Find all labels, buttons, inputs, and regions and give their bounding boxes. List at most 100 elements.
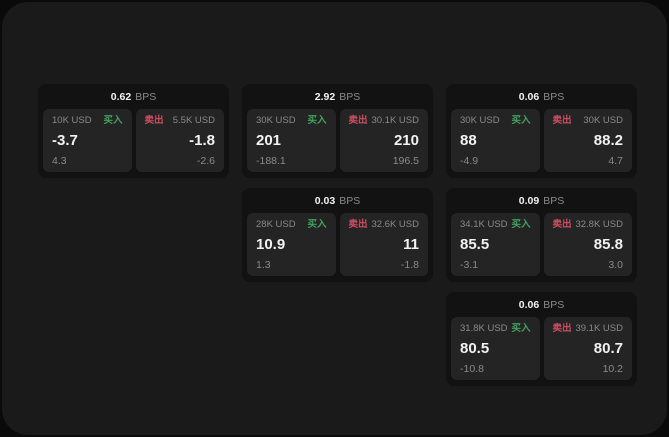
sell-label-row: 卖出 5.5K USD bbox=[145, 116, 216, 126]
buy-label-row: 28K USD 买入 bbox=[256, 220, 327, 230]
bps-unit-label: BPS bbox=[339, 90, 361, 103]
quote-card: 0.06 BPS 30K USD 买入 88 -4.9 卖出 30K USD 8… bbox=[446, 84, 637, 178]
sell-delta: 10.2 bbox=[602, 362, 623, 375]
sell-quote-panel[interactable]: 卖出 39.1K USD 80.7 10.2 bbox=[543, 317, 632, 380]
sell-amount: 32.6K USD bbox=[371, 219, 419, 230]
buy-label-row: 30K USD 买入 bbox=[256, 116, 327, 126]
sell-price: 11 bbox=[403, 236, 419, 253]
bps-spread-value: 0.06 bbox=[518, 90, 540, 103]
card-header: 0.06 BPS bbox=[446, 292, 637, 317]
quote-card: 0.09 BPS 34.1K USD 买入 85.5 -3.1 卖出 32.8K… bbox=[446, 188, 637, 282]
sell-side-label: 卖出 bbox=[348, 219, 368, 230]
buy-side-label: 买入 bbox=[307, 115, 327, 126]
bps-unit-label: BPS bbox=[543, 194, 565, 207]
sell-side-label: 卖出 bbox=[144, 115, 164, 126]
sell-side-label: 卖出 bbox=[552, 323, 572, 334]
sell-label-row: 卖出 32.6K USD bbox=[349, 220, 420, 230]
quote-card: 0.03 BPS 28K USD 买入 10.9 1.3 卖出 32.6K US… bbox=[242, 188, 433, 282]
bps-spread-value: 0.09 bbox=[518, 194, 540, 207]
card-body: 30K USD 买入 201 -188.1 卖出 30.1K USD 210 1… bbox=[247, 109, 428, 172]
quote-card: 0.62 BPS 10K USD 买入 -3.7 4.3 卖出 5.5K USD… bbox=[38, 84, 229, 178]
buy-label-row: 10K USD 买入 bbox=[52, 116, 123, 126]
buy-amount: 28K USD bbox=[256, 219, 296, 230]
buy-side-label: 买入 bbox=[511, 115, 531, 126]
sell-price: 210 bbox=[393, 132, 419, 149]
card-body: 30K USD 买入 88 -4.9 卖出 30K USD 88.2 4.7 bbox=[451, 109, 632, 172]
sell-price: 80.7 bbox=[593, 340, 623, 357]
sell-price: 85.8 bbox=[593, 236, 623, 253]
sell-quote-panel[interactable]: 卖出 32.6K USD 11 -1.8 bbox=[339, 213, 428, 276]
buy-quote-panel[interactable]: 34.1K USD 买入 85.5 -3.1 bbox=[451, 213, 540, 276]
sell-quote-panel[interactable]: 卖出 32.8K USD 85.8 3.0 bbox=[543, 213, 632, 276]
buy-delta: -3.1 bbox=[460, 258, 479, 271]
bps-unit-label: BPS bbox=[543, 90, 565, 103]
card-body: 28K USD 买入 10.9 1.3 卖出 32.6K USD 11 -1.8 bbox=[247, 213, 428, 276]
sell-quote-panel[interactable]: 卖出 30.1K USD 210 196.5 bbox=[339, 109, 428, 172]
quote-card: 2.92 BPS 30K USD 买入 201 -188.1 卖出 30.1K … bbox=[242, 84, 433, 178]
card-header: 2.92 BPS bbox=[242, 84, 433, 109]
buy-price: 88 bbox=[460, 132, 477, 149]
buy-quote-panel[interactable]: 30K USD 买入 88 -4.9 bbox=[451, 109, 540, 172]
buy-quote-panel[interactable]: 30K USD 买入 201 -188.1 bbox=[247, 109, 336, 172]
buy-amount: 10K USD bbox=[52, 115, 92, 126]
buy-side-label: 买入 bbox=[307, 219, 327, 230]
cards-grid: 0.62 BPS 10K USD 买入 -3.7 4.3 卖出 5.5K USD… bbox=[38, 84, 637, 386]
buy-amount: 30K USD bbox=[460, 115, 500, 126]
buy-price: 10.9 bbox=[256, 236, 286, 253]
sell-side-label: 卖出 bbox=[552, 115, 572, 126]
sell-delta: -1.8 bbox=[400, 258, 419, 271]
buy-label-row: 30K USD 买入 bbox=[460, 116, 531, 126]
sell-side-label: 卖出 bbox=[348, 115, 368, 126]
buy-quote-panel[interactable]: 28K USD 买入 10.9 1.3 bbox=[247, 213, 336, 276]
buy-amount: 30K USD bbox=[256, 115, 296, 126]
card-header: 0.09 BPS bbox=[446, 188, 637, 213]
card-body: 10K USD 买入 -3.7 4.3 卖出 5.5K USD -1.8 -2.… bbox=[43, 109, 224, 172]
bps-spread-value: 0.03 bbox=[314, 194, 336, 207]
buy-side-label: 买入 bbox=[511, 219, 531, 230]
bps-unit-label: BPS bbox=[543, 298, 565, 311]
card-header: 0.62 BPS bbox=[38, 84, 229, 109]
buy-price: 201 bbox=[256, 132, 282, 149]
sell-label-row: 卖出 30K USD bbox=[553, 116, 624, 126]
buy-price: 80.5 bbox=[460, 340, 490, 357]
sell-amount: 5.5K USD bbox=[172, 115, 215, 126]
buy-side-label: 买入 bbox=[103, 115, 123, 126]
buy-delta: 4.3 bbox=[52, 154, 67, 167]
bps-unit-label: BPS bbox=[339, 194, 361, 207]
buy-delta: -10.8 bbox=[460, 362, 484, 375]
card-header: 0.03 BPS bbox=[242, 188, 433, 213]
sell-amount: 39.1K USD bbox=[575, 323, 623, 334]
sell-label-row: 卖出 30.1K USD bbox=[349, 116, 420, 126]
quote-card: 0.06 BPS 31.8K USD 买入 80.5 -10.8 卖出 39.1… bbox=[446, 292, 637, 386]
card-body: 34.1K USD 买入 85.5 -3.1 卖出 32.8K USD 85.8… bbox=[451, 213, 632, 276]
sell-side-label: 卖出 bbox=[552, 219, 572, 230]
buy-amount: 34.1K USD bbox=[460, 219, 508, 230]
buy-price: 85.5 bbox=[460, 236, 490, 253]
buy-delta: 1.3 bbox=[256, 258, 271, 271]
sell-amount: 30K USD bbox=[583, 115, 623, 126]
sell-label-row: 卖出 39.1K USD bbox=[553, 324, 624, 334]
bps-unit-label: BPS bbox=[135, 90, 157, 103]
sell-price: -1.8 bbox=[189, 132, 215, 149]
bps-spread-value: 0.62 bbox=[110, 90, 132, 103]
sell-quote-panel[interactable]: 卖出 30K USD 88.2 4.7 bbox=[543, 109, 632, 172]
sell-delta: 196.5 bbox=[392, 154, 419, 167]
bps-spread-value: 2.92 bbox=[314, 90, 336, 103]
sell-price: 88.2 bbox=[593, 132, 623, 149]
buy-amount: 31.8K USD bbox=[460, 323, 508, 334]
buy-quote-panel[interactable]: 10K USD 买入 -3.7 4.3 bbox=[43, 109, 132, 172]
card-header: 0.06 BPS bbox=[446, 84, 637, 109]
sell-delta: -2.6 bbox=[196, 154, 215, 167]
buy-delta: -188.1 bbox=[256, 154, 286, 167]
sell-delta: 4.7 bbox=[608, 154, 623, 167]
sell-label-row: 卖出 32.8K USD bbox=[553, 220, 624, 230]
buy-delta: -4.9 bbox=[460, 154, 479, 167]
sell-amount: 32.8K USD bbox=[575, 219, 623, 230]
sell-quote-panel[interactable]: 卖出 5.5K USD -1.8 -2.6 bbox=[135, 109, 224, 172]
card-body: 31.8K USD 买入 80.5 -10.8 卖出 39.1K USD 80.… bbox=[451, 317, 632, 380]
sell-delta: 3.0 bbox=[608, 258, 623, 271]
sell-amount: 30.1K USD bbox=[371, 115, 419, 126]
buy-quote-panel[interactable]: 31.8K USD 买入 80.5 -10.8 bbox=[451, 317, 540, 380]
buy-label-row: 34.1K USD 买入 bbox=[460, 220, 531, 230]
